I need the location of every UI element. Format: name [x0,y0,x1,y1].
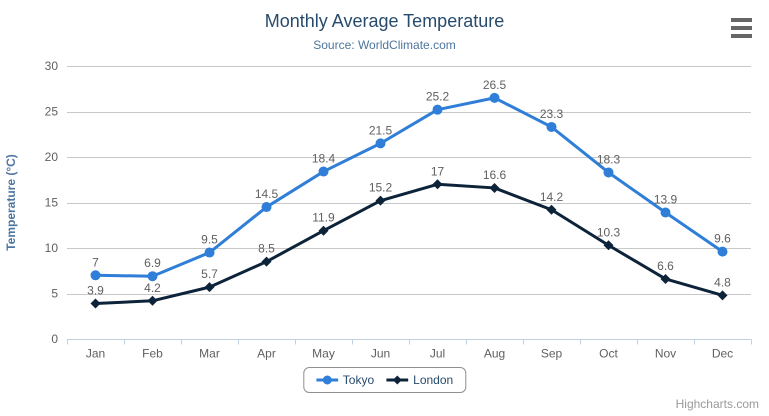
data-label: 11.9 [312,211,335,225]
data-label: 9.6 [714,232,731,246]
data-label: 18.4 [312,152,336,166]
x-axis-label: May [312,347,335,361]
data-point-london-feb[interactable] [147,295,158,306]
data-point-tokyo-sep[interactable] [546,121,557,132]
data-point-london-nov[interactable] [660,273,671,284]
data-label: 13.9 [654,193,678,207]
legend: Tokyo London [302,367,467,393]
series-line-london [94,182,724,306]
data-label: 6.9 [144,256,161,270]
data-label: 5.7 [201,267,218,281]
data-point-london-apr[interactable] [261,256,272,267]
x-axis-label: Nov [655,347,676,361]
data-point-london-oct[interactable] [603,240,614,251]
data-point-tokyo-jun[interactable] [375,138,386,149]
legend-item-london[interactable]: London [386,373,453,387]
data-point-tokyo-feb[interactable] [147,271,158,282]
data-label: 26.5 [483,78,507,92]
x-axis-label: Jun [371,347,390,361]
x-axis-label: Aug [484,347,505,361]
data-label: 6.6 [657,259,674,273]
data-point-london-may[interactable] [318,225,329,236]
data-label: 21.5 [369,123,393,137]
credits-link[interactable]: Highcharts.com [675,397,759,411]
data-point-tokyo-nov[interactable] [660,207,671,218]
legend-label: London [413,373,454,387]
data-label: 9.5 [201,233,218,247]
data-point-tokyo-apr[interactable] [261,202,272,213]
data-label: 4.8 [714,275,731,289]
y-axis-label: 10 [45,241,59,255]
data-point-tokyo-jul[interactable] [432,104,443,115]
x-axis-label: Jul [430,347,445,361]
x-axis-label: Feb [142,347,163,361]
data-point-tokyo-dec[interactable] [717,246,728,257]
data-label: 8.5 [258,242,275,256]
chart-subtitle: Source: WorldClimate.com [313,38,456,52]
data-label: 14.5 [255,187,279,201]
x-axis-label: Dec [712,347,733,361]
data-label: 15.2 [369,181,393,195]
hamburger-menu-icon [730,34,752,38]
data-point-london-aug[interactable] [489,182,500,193]
y-axis-label: 25 [45,105,59,119]
y-axis-label: 20 [45,150,59,164]
data-label: 14.2 [540,190,564,204]
x-axis-label: Apr [257,347,276,361]
data-label: 7 [92,255,99,269]
diamond-marker-icon [386,375,409,385]
data-point-london-dec[interactable] [717,290,728,301]
data-label: 4.2 [144,281,161,295]
data-label: 18.3 [597,152,621,166]
data-label: 23.3 [540,107,564,121]
y-axis-title: Temperature (°C) [4,154,18,251]
data-point-london-mar[interactable] [204,282,215,293]
hamburger-menu-icon [730,18,752,22]
x-axis-label: Mar [199,347,220,361]
x-axis-label: Jan [86,347,105,361]
data-point-london-sep[interactable] [546,204,557,215]
data-point-tokyo-mar[interactable] [204,247,215,258]
y-axis-label: 15 [45,196,59,210]
data-label: 16.6 [483,168,507,182]
circle-marker-icon [315,375,338,385]
series-line-tokyo [94,96,724,278]
data-point-london-jan[interactable] [90,298,101,309]
legend-item-tokyo[interactable]: Tokyo [315,373,375,387]
data-point-tokyo-jan[interactable] [90,270,101,281]
data-point-london-jun[interactable] [375,195,386,206]
x-axis-label: Oct [599,347,618,361]
data-label: 3.9 [87,284,104,298]
x-axis-label: Sep [541,347,563,361]
data-point-london-jul[interactable] [432,179,443,190]
data-point-tokyo-aug[interactable] [489,92,500,103]
y-axis-label: 5 [51,287,58,301]
chart-title: Monthly Average Temperature [264,11,505,31]
data-label: 10.3 [597,225,621,239]
y-axis-label: 30 [45,59,59,73]
data-label: 17 [431,164,445,178]
hamburger-menu-icon [730,26,752,30]
legend-label: Tokyo [342,373,375,387]
data-label: 25.2 [426,90,450,104]
data-point-tokyo-oct[interactable] [603,167,614,178]
export-menu-button[interactable] [728,18,754,38]
data-point-tokyo-may[interactable] [318,166,329,177]
y-axis-label: 0 [51,332,58,346]
